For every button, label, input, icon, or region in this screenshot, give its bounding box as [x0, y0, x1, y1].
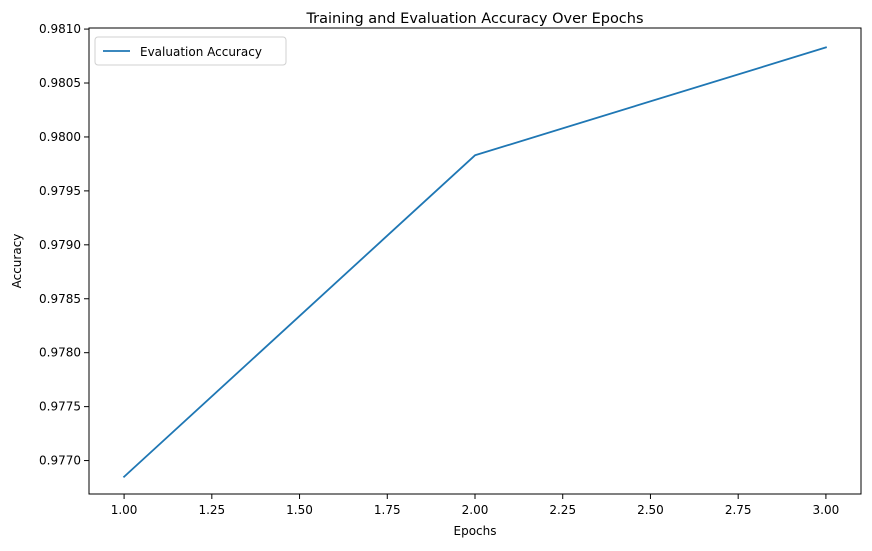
y-tick-label: 0.9770	[39, 454, 81, 468]
x-tick-label: 1.25	[198, 503, 225, 517]
y-tick-label: 0.9800	[39, 130, 81, 144]
x-tick-label: 3.00	[813, 503, 840, 517]
x-tick-label: 2.75	[725, 503, 752, 517]
legend-box	[94, 36, 287, 66]
x-tick-label: 1.00	[111, 503, 138, 517]
y-tick-label: 0.9790	[39, 238, 81, 252]
legend-label: Evaluation Accuracy	[140, 45, 262, 59]
y-tick-label: 0.9795	[39, 184, 81, 198]
x-tick-label: 2.25	[549, 503, 576, 517]
y-tick-label: 0.9785	[39, 292, 81, 306]
x-tick-label: 2.50	[637, 503, 664, 517]
x-axis-label: Epochs	[454, 524, 497, 538]
y-axis-label: Accuracy	[10, 234, 24, 289]
y-axis-ticks: 0.9770 0.9775 0.9780 0.9785 0.9790 0.9795 0.98…	[39, 22, 89, 468]
x-tick-label: 1.75	[374, 503, 401, 517]
y-tick-label: 0.9775	[39, 400, 81, 414]
y-tick-label: 0.9810	[39, 22, 81, 36]
x-tick-label: 2.00	[462, 503, 489, 517]
y-tick-label: 0.9805	[39, 76, 81, 90]
y-tick-label: 0.9780	[39, 346, 81, 360]
chart-title: Training and Evaluation Accuracy Over Ep…	[305, 11, 643, 27]
series-layer	[122, 46, 828, 479]
series-line-evaluation-accuracy	[122, 46, 828, 479]
plot-area: 1.00 1.25 1.50 1.75 2.00 2.25 2.50 2.75 3.00 0.9…	[39, 22, 862, 517]
legend: Evaluation Accuracy	[94, 36, 287, 66]
x-axis-ticks: 1.00 1.25 1.50 1.75 2.00 2.25 2.50 2.75 3.00	[111, 494, 840, 517]
x-tick-label: 1.50	[286, 503, 313, 517]
